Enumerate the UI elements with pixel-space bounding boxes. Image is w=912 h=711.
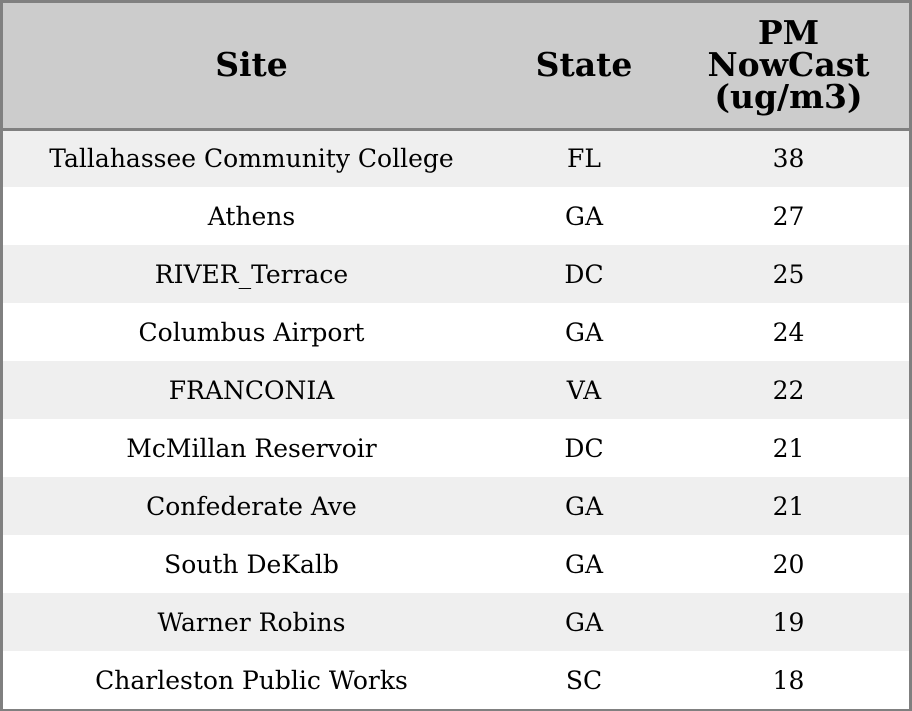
cell-site: Warner Robins	[157, 607, 346, 637]
table-row: Confederate Ave GA 21	[3, 477, 909, 535]
table-row: Charleston Public Works SC 18	[3, 651, 909, 709]
cell-state: DC	[564, 259, 604, 289]
cell-state: VA	[566, 375, 602, 405]
cell-pm-nowcast: 20	[772, 549, 805, 579]
cell-pm-nowcast: 22	[772, 375, 805, 405]
header-row: Site State PM NowCast (ug/m3)	[3, 3, 909, 131]
table-row: Warner Robins GA 19	[3, 593, 909, 651]
cell-pm-nowcast: 21	[772, 491, 805, 521]
cell-site: Charleston Public Works	[95, 665, 408, 695]
cell-site: Columbus Airport	[138, 317, 365, 347]
header-pm-line-1: PM	[757, 13, 820, 53]
header-pm-nowcast: PM NowCast (ug/m3)	[668, 3, 909, 131]
cell-pm-nowcast: 19	[772, 607, 805, 637]
cell-state: GA	[564, 549, 604, 579]
cell-pm-nowcast: 25	[772, 259, 805, 289]
cell-state: SC	[565, 665, 603, 695]
cell-state: GA	[564, 317, 604, 347]
cell-pm-nowcast: 27	[772, 201, 805, 231]
cell-site: FRANCONIA	[168, 375, 335, 405]
table-row: South DeKalb GA 20	[3, 535, 909, 593]
table-header: Site State PM NowCast (ug/m3)	[3, 3, 909, 131]
cell-state: FL	[567, 144, 601, 174]
header-pm-line-3: (ug/m3)	[714, 77, 863, 117]
table-row: RIVER_Terrace DC 25	[3, 245, 909, 303]
cell-state: GA	[564, 607, 604, 637]
cell-pm-nowcast: 38	[772, 144, 805, 174]
header-site: Site	[3, 3, 500, 131]
cell-site: RIVER_Terrace	[154, 259, 349, 289]
cell-site: South DeKalb	[164, 549, 339, 579]
cell-site: Tallahassee Community College	[49, 144, 454, 174]
header-pm-line-2: NowCast	[707, 45, 870, 85]
cell-pm-nowcast: 24	[772, 317, 805, 347]
table-row: Athens GA 27	[3, 187, 909, 245]
pm-nowcast-table: Site State PM NowCast (ug/m3) Tallahasse…	[3, 3, 909, 709]
table-row: FRANCONIA VA 22	[3, 361, 909, 419]
cell-pm-nowcast: 21	[772, 433, 805, 463]
cell-site: Athens	[207, 201, 296, 231]
cell-state: GA	[564, 491, 604, 521]
cell-site: McMillan Reservoir	[126, 433, 377, 463]
header-state: State	[500, 3, 668, 131]
cell-pm-nowcast: 18	[772, 665, 805, 695]
table-body: Tallahassee Community College FL 38 Athens G…	[3, 129, 909, 709]
cell-site: Confederate Ave	[146, 491, 357, 521]
cell-state: GA	[564, 201, 604, 231]
table-row: McMillan Reservoir DC 21	[3, 419, 909, 477]
table-row: Columbus Airport GA 24	[3, 303, 909, 361]
cell-state: DC	[564, 433, 604, 463]
table-row: Tallahassee Community College FL 38	[3, 129, 909, 187]
